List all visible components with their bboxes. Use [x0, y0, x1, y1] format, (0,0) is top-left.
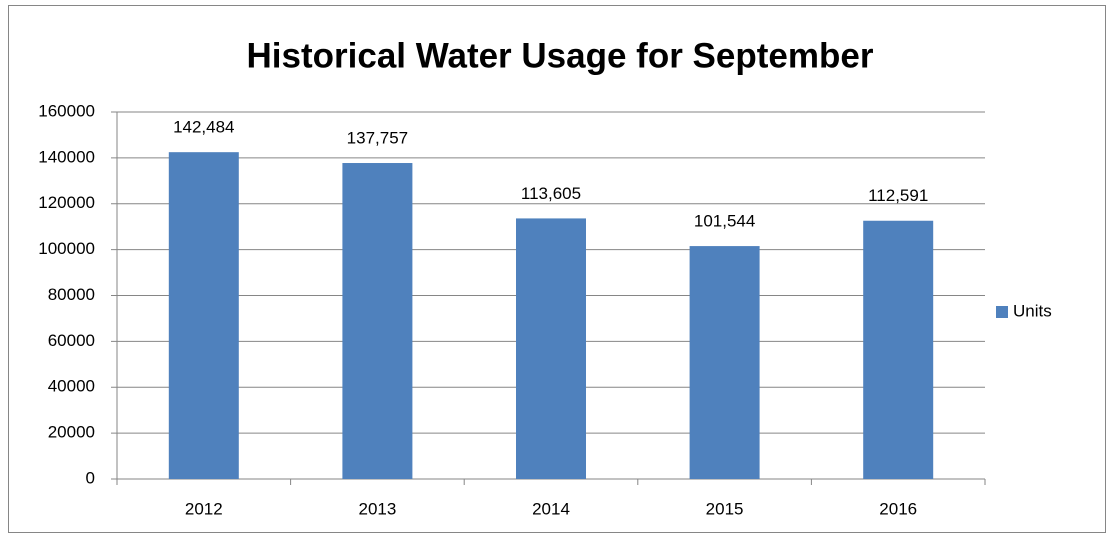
x-tick-label: 2016 [879, 499, 917, 518]
y-tick-label: 80000 [48, 285, 95, 304]
bar [689, 246, 760, 479]
data-label: 101,544 [694, 212, 755, 231]
data-label: 112,591 [868, 186, 928, 205]
bar [516, 218, 586, 480]
y-tick-label: 0 [86, 468, 95, 487]
bar [168, 152, 239, 480]
x-tick-label: 2015 [706, 499, 744, 518]
x-tick-label: 2013 [358, 499, 396, 518]
data-label: 137,757 [347, 129, 408, 148]
y-tick-label: 40000 [48, 377, 95, 396]
y-tick-label: 20000 [48, 423, 95, 442]
x-tick-label: 2012 [185, 499, 223, 518]
bar [863, 220, 934, 480]
y-tick-label: 100000 [38, 239, 95, 258]
data-label: 113,605 [521, 184, 581, 203]
bar [342, 163, 413, 479]
legend-label: Units [1013, 301, 1052, 320]
x-tick-label: 2014 [532, 499, 570, 518]
y-tick-label: 140000 [38, 147, 95, 166]
y-tick-label: 120000 [38, 193, 95, 212]
chart-title: Historical Water Usage for September [247, 36, 874, 75]
y-tick-label: 60000 [48, 331, 95, 350]
y-tick-label: 160000 [38, 101, 95, 120]
legend-swatch [996, 306, 1008, 318]
data-label: 142,484 [173, 118, 234, 137]
